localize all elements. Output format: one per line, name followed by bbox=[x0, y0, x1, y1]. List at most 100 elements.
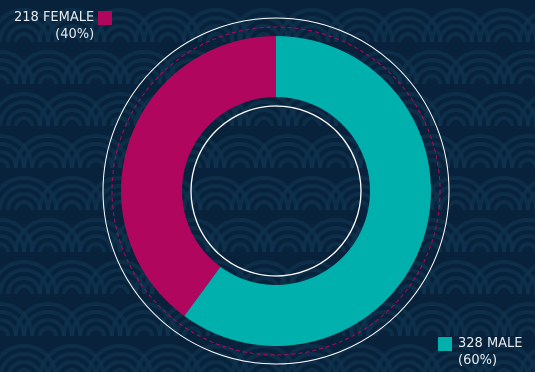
pattern-arc bbox=[494, 218, 535, 253]
pattern-arc bbox=[470, 74, 490, 85]
pattern-arc bbox=[22, 58, 74, 85]
pattern-arc bbox=[286, 352, 338, 372]
pattern-arc bbox=[478, 268, 530, 295]
pattern-arc bbox=[278, 158, 298, 169]
pattern-arc bbox=[518, 158, 535, 169]
pattern-arc bbox=[206, 32, 226, 43]
pattern-arc bbox=[494, 302, 535, 337]
pattern-arc bbox=[302, 200, 322, 211]
pattern-arc bbox=[238, 100, 290, 127]
pattern-arc bbox=[206, 200, 226, 211]
legend-male-swatch bbox=[438, 336, 452, 351]
pattern-arc bbox=[134, 326, 154, 337]
pattern-arc bbox=[494, 116, 514, 127]
pattern-arc bbox=[400, 368, 416, 372]
outer-ring bbox=[102, 17, 450, 365]
pattern-arc bbox=[454, 58, 506, 85]
legend-male-percent: (60%) bbox=[458, 353, 498, 368]
pattern-arc bbox=[0, 310, 26, 337]
pattern-arc bbox=[256, 368, 272, 372]
pattern-arc bbox=[398, 284, 418, 295]
pattern-arc bbox=[510, 318, 535, 337]
pattern-arc bbox=[382, 16, 434, 43]
pattern-arc bbox=[70, 310, 122, 337]
pattern-arc bbox=[70, 58, 122, 85]
pattern-arc bbox=[142, 16, 194, 43]
pattern-arc bbox=[326, 158, 346, 169]
pattern-arc bbox=[38, 326, 58, 337]
pattern-arc bbox=[446, 284, 466, 295]
pattern-arc bbox=[38, 74, 58, 85]
pattern-arc bbox=[334, 352, 386, 372]
pattern-arc bbox=[86, 74, 106, 85]
pattern-arc bbox=[0, 242, 10, 253]
pattern-arc bbox=[0, 74, 10, 85]
pattern-arc bbox=[182, 326, 202, 337]
pattern-arc bbox=[208, 368, 224, 372]
pattern-arc bbox=[502, 58, 535, 85]
pattern-arc bbox=[478, 184, 530, 211]
pattern-arc bbox=[118, 310, 170, 337]
pattern-arc bbox=[190, 352, 242, 372]
pattern-arc bbox=[446, 32, 466, 43]
pattern-arc bbox=[494, 32, 514, 43]
pattern-arc bbox=[430, 352, 482, 372]
pattern-arc bbox=[0, 158, 10, 169]
pattern-arc bbox=[214, 142, 266, 169]
inner-ring bbox=[190, 105, 362, 277]
pattern-arc bbox=[302, 116, 322, 127]
pattern-arc bbox=[86, 242, 106, 253]
pattern-arc bbox=[422, 74, 442, 85]
pattern-arc bbox=[430, 100, 482, 127]
pattern-arc bbox=[454, 142, 506, 169]
pattern-arc bbox=[22, 310, 74, 337]
pattern-arc bbox=[62, 284, 82, 295]
pattern-arc bbox=[22, 226, 74, 253]
pattern-arc bbox=[14, 116, 34, 127]
pattern-arc bbox=[70, 226, 122, 253]
pattern-arc bbox=[286, 16, 338, 43]
pattern-arc bbox=[238, 184, 290, 211]
pattern-arc bbox=[112, 368, 128, 372]
legend-female-swatch bbox=[98, 10, 113, 25]
pattern-arc bbox=[382, 352, 434, 372]
pattern-arc bbox=[310, 142, 362, 169]
pattern-arc bbox=[62, 116, 82, 127]
pattern-arc bbox=[94, 16, 146, 43]
pattern-arc bbox=[526, 358, 535, 372]
pattern-arc bbox=[262, 226, 314, 253]
legend-female-percent: (40%) bbox=[55, 27, 95, 42]
pattern-arc bbox=[406, 58, 458, 85]
pattern-arc bbox=[46, 184, 98, 211]
pattern-arc bbox=[526, 190, 535, 211]
pattern-arc bbox=[190, 16, 242, 43]
pattern-arc bbox=[352, 368, 368, 372]
pattern-arc bbox=[502, 226, 535, 253]
pattern-arc bbox=[86, 326, 106, 337]
pattern-arc bbox=[0, 268, 50, 295]
pattern-arc bbox=[358, 310, 410, 337]
pattern-arc bbox=[494, 134, 535, 169]
pattern-arc bbox=[46, 268, 98, 295]
pattern-arc bbox=[14, 284, 34, 295]
legend-male-label: 328 MALE bbox=[458, 336, 523, 351]
pattern-arc bbox=[510, 150, 535, 169]
pattern-arc bbox=[254, 116, 274, 127]
pattern-arc bbox=[494, 200, 514, 211]
slice-male bbox=[184, 36, 431, 346]
pattern-arc bbox=[518, 12, 535, 43]
pattern-arc bbox=[254, 200, 274, 211]
pattern-arc bbox=[0, 226, 26, 253]
pattern-arc bbox=[94, 352, 146, 372]
pattern-arc bbox=[278, 242, 298, 253]
pattern-arc bbox=[0, 142, 26, 169]
pattern-arc bbox=[518, 96, 535, 127]
pattern-arc bbox=[510, 234, 535, 253]
pattern-arc bbox=[422, 242, 442, 253]
pattern-arc bbox=[62, 32, 82, 43]
pattern-arc bbox=[494, 50, 535, 85]
pattern-arc bbox=[526, 22, 535, 43]
pattern-arc bbox=[350, 32, 370, 43]
pattern-arc bbox=[46, 100, 98, 127]
legend-male: 328 MALE (60%) bbox=[438, 335, 523, 369]
